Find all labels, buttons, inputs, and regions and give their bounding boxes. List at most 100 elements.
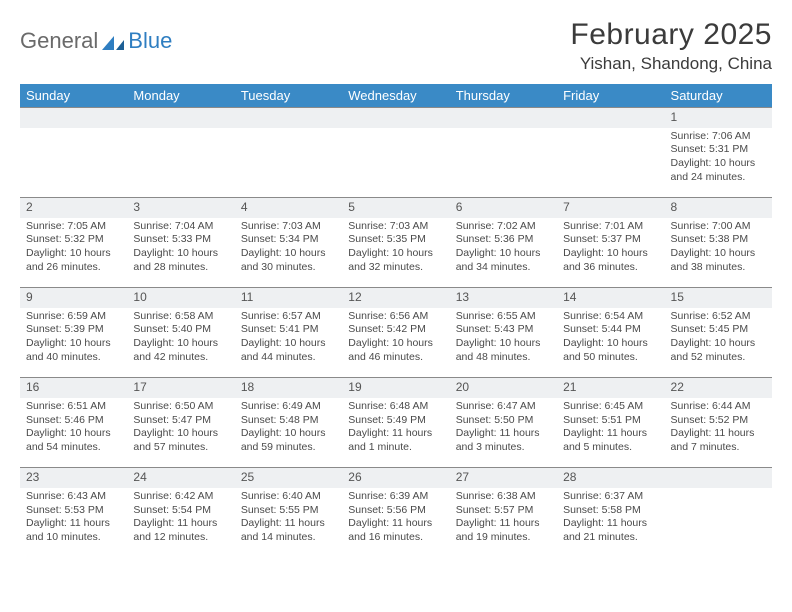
- sunset-text: Sunset: 5:54 PM: [133, 504, 228, 518]
- week-daynum-row: 2345678: [20, 198, 772, 218]
- daylight-text-2: and 48 minutes.: [456, 351, 551, 365]
- day-content-cell: Sunrise: 6:59 AMSunset: 5:39 PMDaylight:…: [20, 308, 127, 378]
- day-content-cell: Sunrise: 7:02 AMSunset: 5:36 PMDaylight:…: [450, 218, 557, 288]
- sunrise-text: Sunrise: 6:43 AM: [26, 490, 121, 504]
- daylight-text-2: and 30 minutes.: [241, 261, 336, 275]
- day-content-cell: Sunrise: 7:06 AMSunset: 5:31 PMDaylight:…: [665, 128, 772, 198]
- day-content-cell: [665, 488, 772, 558]
- day-number-cell: [665, 468, 772, 488]
- sunset-text: Sunset: 5:55 PM: [241, 504, 336, 518]
- day-number-cell: 7: [557, 198, 664, 218]
- week-daynum-row: 1: [20, 108, 772, 128]
- daylight-text-1: Daylight: 10 hours: [456, 247, 551, 261]
- daylight-text-1: Daylight: 11 hours: [348, 427, 443, 441]
- logo-text-general: General: [20, 28, 98, 54]
- day-content-cell: Sunrise: 7:03 AMSunset: 5:34 PMDaylight:…: [235, 218, 342, 288]
- sunrise-text: Sunrise: 6:51 AM: [26, 400, 121, 414]
- week-content-row: Sunrise: 6:59 AMSunset: 5:39 PMDaylight:…: [20, 308, 772, 378]
- sunrise-text: Sunrise: 6:55 AM: [456, 310, 551, 324]
- day-content-cell: Sunrise: 6:44 AMSunset: 5:52 PMDaylight:…: [665, 398, 772, 468]
- daylight-text-2: and 10 minutes.: [26, 531, 121, 545]
- day-number-cell: 6: [450, 198, 557, 218]
- daylight-text-1: Daylight: 10 hours: [671, 247, 766, 261]
- day-number-cell: 18: [235, 378, 342, 398]
- sunrise-text: Sunrise: 7:05 AM: [26, 220, 121, 234]
- daylight-text-2: and 54 minutes.: [26, 441, 121, 455]
- day-number-cell: 3: [127, 198, 234, 218]
- day-number-cell: 20: [450, 378, 557, 398]
- day-number-cell: 28: [557, 468, 664, 488]
- day-content-cell: Sunrise: 6:57 AMSunset: 5:41 PMDaylight:…: [235, 308, 342, 378]
- sunrise-text: Sunrise: 7:02 AM: [456, 220, 551, 234]
- calendar-body: 1Sunrise: 7:06 AMSunset: 5:31 PMDaylight…: [20, 108, 772, 558]
- daylight-text-1: Daylight: 10 hours: [241, 427, 336, 441]
- sunset-text: Sunset: 5:48 PM: [241, 414, 336, 428]
- sunrise-text: Sunrise: 6:47 AM: [456, 400, 551, 414]
- day-number-cell: 9: [20, 288, 127, 308]
- sunset-text: Sunset: 5:56 PM: [348, 504, 443, 518]
- daylight-text-2: and 57 minutes.: [133, 441, 228, 455]
- calendar-head: Sunday Monday Tuesday Wednesday Thursday…: [20, 84, 772, 108]
- daylight-text-1: Daylight: 10 hours: [26, 427, 121, 441]
- week-content-row: Sunrise: 6:51 AMSunset: 5:46 PMDaylight:…: [20, 398, 772, 468]
- day-content-cell: Sunrise: 6:40 AMSunset: 5:55 PMDaylight:…: [235, 488, 342, 558]
- sunset-text: Sunset: 5:31 PM: [671, 143, 766, 157]
- day-number-cell: 24: [127, 468, 234, 488]
- dayhead-fri: Friday: [557, 84, 664, 108]
- day-number-cell: [342, 108, 449, 128]
- daylight-text-2: and 32 minutes.: [348, 261, 443, 275]
- dayhead-tue: Tuesday: [235, 84, 342, 108]
- week-content-row: Sunrise: 7:06 AMSunset: 5:31 PMDaylight:…: [20, 128, 772, 198]
- day-number-cell: 13: [450, 288, 557, 308]
- week-daynum-row: 232425262728: [20, 468, 772, 488]
- sunset-text: Sunset: 5:41 PM: [241, 323, 336, 337]
- sunrise-text: Sunrise: 6:58 AM: [133, 310, 228, 324]
- week-content-row: Sunrise: 6:43 AMSunset: 5:53 PMDaylight:…: [20, 488, 772, 558]
- sunset-text: Sunset: 5:36 PM: [456, 233, 551, 247]
- day-number-cell: 26: [342, 468, 449, 488]
- sunset-text: Sunset: 5:47 PM: [133, 414, 228, 428]
- day-content-cell: Sunrise: 6:58 AMSunset: 5:40 PMDaylight:…: [127, 308, 234, 378]
- daylight-text-1: Daylight: 11 hours: [563, 517, 658, 531]
- sunrise-text: Sunrise: 6:38 AM: [456, 490, 551, 504]
- dayhead-sat: Saturday: [665, 84, 772, 108]
- day-number-cell: [127, 108, 234, 128]
- day-content-cell: Sunrise: 6:47 AMSunset: 5:50 PMDaylight:…: [450, 398, 557, 468]
- dayhead-wed: Wednesday: [342, 84, 449, 108]
- day-content-cell: Sunrise: 6:43 AMSunset: 5:53 PMDaylight:…: [20, 488, 127, 558]
- day-number-cell: 23: [20, 468, 127, 488]
- daylight-text-2: and 14 minutes.: [241, 531, 336, 545]
- sunset-text: Sunset: 5:32 PM: [26, 233, 121, 247]
- daylight-text-2: and 21 minutes.: [563, 531, 658, 545]
- week-daynum-row: 16171819202122: [20, 378, 772, 398]
- sunset-text: Sunset: 5:45 PM: [671, 323, 766, 337]
- daylight-text-1: Daylight: 11 hours: [456, 517, 551, 531]
- day-number-cell: 15: [665, 288, 772, 308]
- day-number-cell: 25: [235, 468, 342, 488]
- daylight-text-1: Daylight: 10 hours: [26, 247, 121, 261]
- day-number-cell: 17: [127, 378, 234, 398]
- sunrise-text: Sunrise: 6:54 AM: [563, 310, 658, 324]
- day-content-cell: Sunrise: 7:01 AMSunset: 5:37 PMDaylight:…: [557, 218, 664, 288]
- day-content-cell: [20, 128, 127, 198]
- day-number-cell: 10: [127, 288, 234, 308]
- sunset-text: Sunset: 5:42 PM: [348, 323, 443, 337]
- day-number-cell: 4: [235, 198, 342, 218]
- day-content-cell: Sunrise: 6:45 AMSunset: 5:51 PMDaylight:…: [557, 398, 664, 468]
- sunset-text: Sunset: 5:51 PM: [563, 414, 658, 428]
- title-block: February 2025 Yishan, Shandong, China: [570, 18, 772, 74]
- day-number-cell: 5: [342, 198, 449, 218]
- header: General Blue February 2025 Yishan, Shand…: [20, 18, 772, 74]
- daylight-text-1: Daylight: 10 hours: [563, 337, 658, 351]
- dayhead-mon: Monday: [127, 84, 234, 108]
- sunset-text: Sunset: 5:50 PM: [456, 414, 551, 428]
- daylight-text-2: and 42 minutes.: [133, 351, 228, 365]
- day-content-cell: [127, 128, 234, 198]
- day-number-cell: 12: [342, 288, 449, 308]
- sunset-text: Sunset: 5:43 PM: [456, 323, 551, 337]
- daylight-text-1: Daylight: 10 hours: [671, 157, 766, 171]
- daylight-text-1: Daylight: 10 hours: [348, 337, 443, 351]
- daylight-text-1: Daylight: 10 hours: [133, 247, 228, 261]
- sunrise-text: Sunrise: 7:01 AM: [563, 220, 658, 234]
- day-content-cell: Sunrise: 6:54 AMSunset: 5:44 PMDaylight:…: [557, 308, 664, 378]
